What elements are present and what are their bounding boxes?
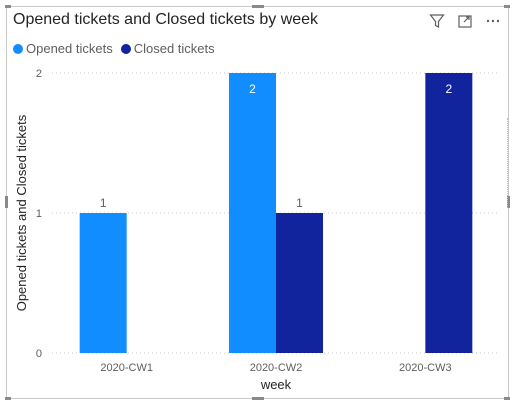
visual-header-toolbar — [429, 13, 501, 29]
bar-opened — [229, 73, 276, 353]
y-tick-label: 2 — [36, 68, 42, 80]
focus-mode-icon[interactable] — [457, 13, 473, 29]
filter-icon[interactable] — [429, 13, 445, 29]
y-tick-label: 0 — [36, 348, 42, 360]
resize-handle-corner-tr[interactable] — [504, 5, 510, 8]
resize-handle-top[interactable] — [252, 5, 264, 8]
bar-closed — [276, 213, 323, 353]
x-tick-label: 2020-CW3 — [399, 362, 452, 374]
resize-handle-corner-br[interactable] — [504, 397, 510, 400]
resize-handle-bottom[interactable] — [252, 397, 264, 400]
resize-handle-corner-tl[interactable] — [5, 5, 11, 8]
resize-handle-right[interactable] — [507, 196, 510, 208]
chart-legend: Opened tickets Closed tickets — [13, 41, 215, 56]
bar-closed — [425, 73, 473, 353]
legend-label-opened: Opened tickets — [26, 41, 113, 56]
x-axis-title: week — [260, 377, 292, 392]
resize-handle-corner-bl[interactable] — [5, 397, 11, 400]
legend-item-opened[interactable]: Opened tickets — [13, 41, 113, 56]
chart-title: Opened tickets and Closed tickets by wee… — [13, 11, 319, 28]
y-axis-title: Opened tickets and Closed tickets — [14, 114, 29, 311]
legend-marker-opened — [13, 43, 23, 54]
legend-label-closed: Closed tickets — [133, 41, 215, 56]
more-options-icon[interactable] — [485, 13, 501, 29]
legend-item-closed[interactable]: Closed tickets — [120, 41, 215, 56]
scroll-indicator — [507, 118, 513, 208]
bar-opened — [79, 213, 127, 353]
legend-marker-closed — [120, 43, 131, 54]
x-tick-label: 2020-CW1 — [100, 362, 153, 374]
x-tick-label: 2020-CW2 — [250, 362, 303, 374]
data-label: 1 — [100, 196, 107, 210]
data-label: 2 — [249, 82, 256, 96]
data-label: 1 — [296, 196, 303, 210]
y-tick-label: 1 — [36, 208, 42, 220]
resize-handle-left[interactable] — [5, 196, 8, 208]
data-label: 2 — [445, 82, 452, 96]
